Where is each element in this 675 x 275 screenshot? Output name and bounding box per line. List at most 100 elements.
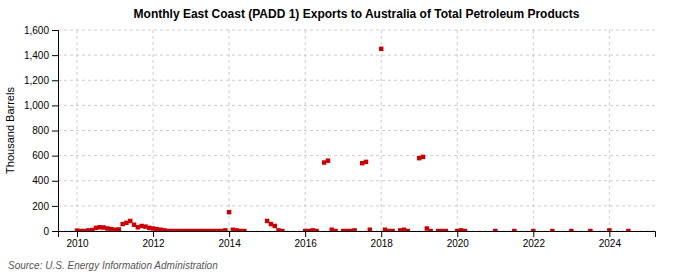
point — [311, 228, 315, 231]
point — [322, 160, 326, 164]
tick-label: 800 — [32, 125, 49, 136]
chart: 2010201220142016201820202022202402004006… — [0, 0, 675, 275]
point — [425, 226, 429, 230]
point — [330, 228, 334, 231]
points — [75, 47, 631, 231]
point — [98, 225, 102, 229]
tick: 1,200 — [24, 75, 58, 86]
tick-mark — [609, 231, 610, 237]
tick-label: 1,000 — [24, 100, 49, 111]
point — [242, 229, 246, 231]
tick-label: 600 — [32, 150, 49, 161]
tick-mark — [52, 131, 58, 132]
point — [360, 161, 364, 165]
point — [234, 228, 238, 231]
point — [117, 227, 121, 231]
tick: 400 — [32, 175, 58, 186]
point — [626, 229, 630, 231]
grid-line — [58, 30, 655, 31]
point — [436, 229, 440, 231]
tick-label: 2022 — [523, 238, 546, 249]
point — [212, 229, 216, 231]
tick-label: 200 — [32, 201, 49, 212]
point — [208, 229, 212, 231]
point — [341, 229, 345, 231]
point — [231, 228, 235, 231]
tick-label: 2020 — [447, 238, 470, 249]
tick-mark — [77, 231, 78, 237]
tick-mark — [153, 231, 154, 237]
tick: 2018 — [371, 231, 394, 249]
point — [428, 229, 432, 231]
grid-line — [305, 30, 306, 231]
grid-line — [229, 30, 230, 231]
point — [455, 229, 459, 231]
point — [588, 229, 592, 231]
point — [151, 226, 155, 230]
point — [143, 224, 147, 228]
point — [314, 229, 318, 231]
point — [204, 229, 208, 231]
point — [550, 229, 554, 231]
y-axis-title: Thousand Barrels — [4, 87, 16, 174]
grid-line — [58, 205, 655, 206]
point — [607, 228, 611, 231]
point — [86, 228, 90, 231]
point — [493, 229, 497, 231]
point — [132, 222, 136, 226]
point — [128, 219, 132, 223]
point — [440, 229, 444, 231]
tick-mark — [52, 181, 58, 182]
tick-label: 400 — [32, 175, 49, 186]
grid-line — [58, 80, 655, 81]
point — [307, 229, 311, 231]
grid-line — [58, 105, 655, 106]
tick: 1,000 — [24, 100, 58, 111]
point — [379, 47, 383, 51]
point — [368, 228, 372, 231]
point — [158, 228, 162, 231]
point — [383, 228, 387, 231]
grid-line — [457, 30, 458, 231]
point — [265, 219, 269, 223]
tick-mark — [52, 206, 58, 207]
tick: 1,400 — [24, 50, 58, 61]
point — [349, 229, 353, 231]
point — [417, 156, 421, 160]
tick-mark — [305, 231, 306, 237]
grid-line — [381, 30, 382, 231]
axis-line — [52, 31, 59, 232]
point — [280, 229, 284, 231]
point — [398, 228, 402, 231]
x-axis: 20102012201420162018202020222024 — [59, 231, 656, 249]
tick-mark — [52, 231, 58, 232]
point — [136, 225, 140, 229]
grid-line — [58, 180, 655, 181]
point — [185, 229, 189, 231]
point — [200, 229, 204, 231]
point — [109, 227, 113, 231]
point — [166, 229, 170, 231]
point — [352, 228, 356, 231]
point — [364, 160, 368, 164]
point — [406, 229, 410, 231]
grid-line — [533, 30, 534, 231]
tick-mark — [533, 231, 534, 237]
point — [569, 229, 573, 231]
tick: 2022 — [523, 231, 546, 249]
point — [303, 229, 307, 231]
title: Monthly East Coast (PADD 1) Exports to A… — [134, 7, 580, 21]
point — [223, 228, 227, 231]
point — [326, 158, 330, 162]
annotation: Source: U.S. Energy Information Administ… — [8, 260, 218, 271]
tick-mark — [52, 105, 58, 106]
tick-label: 2016 — [295, 238, 318, 249]
point — [402, 228, 406, 231]
point — [189, 229, 193, 231]
grid-line — [77, 30, 78, 231]
axis-line — [59, 232, 656, 238]
grid-line — [153, 30, 154, 231]
grid — [58, 30, 655, 231]
tick: 2012 — [142, 231, 165, 249]
grid-line — [58, 130, 655, 131]
